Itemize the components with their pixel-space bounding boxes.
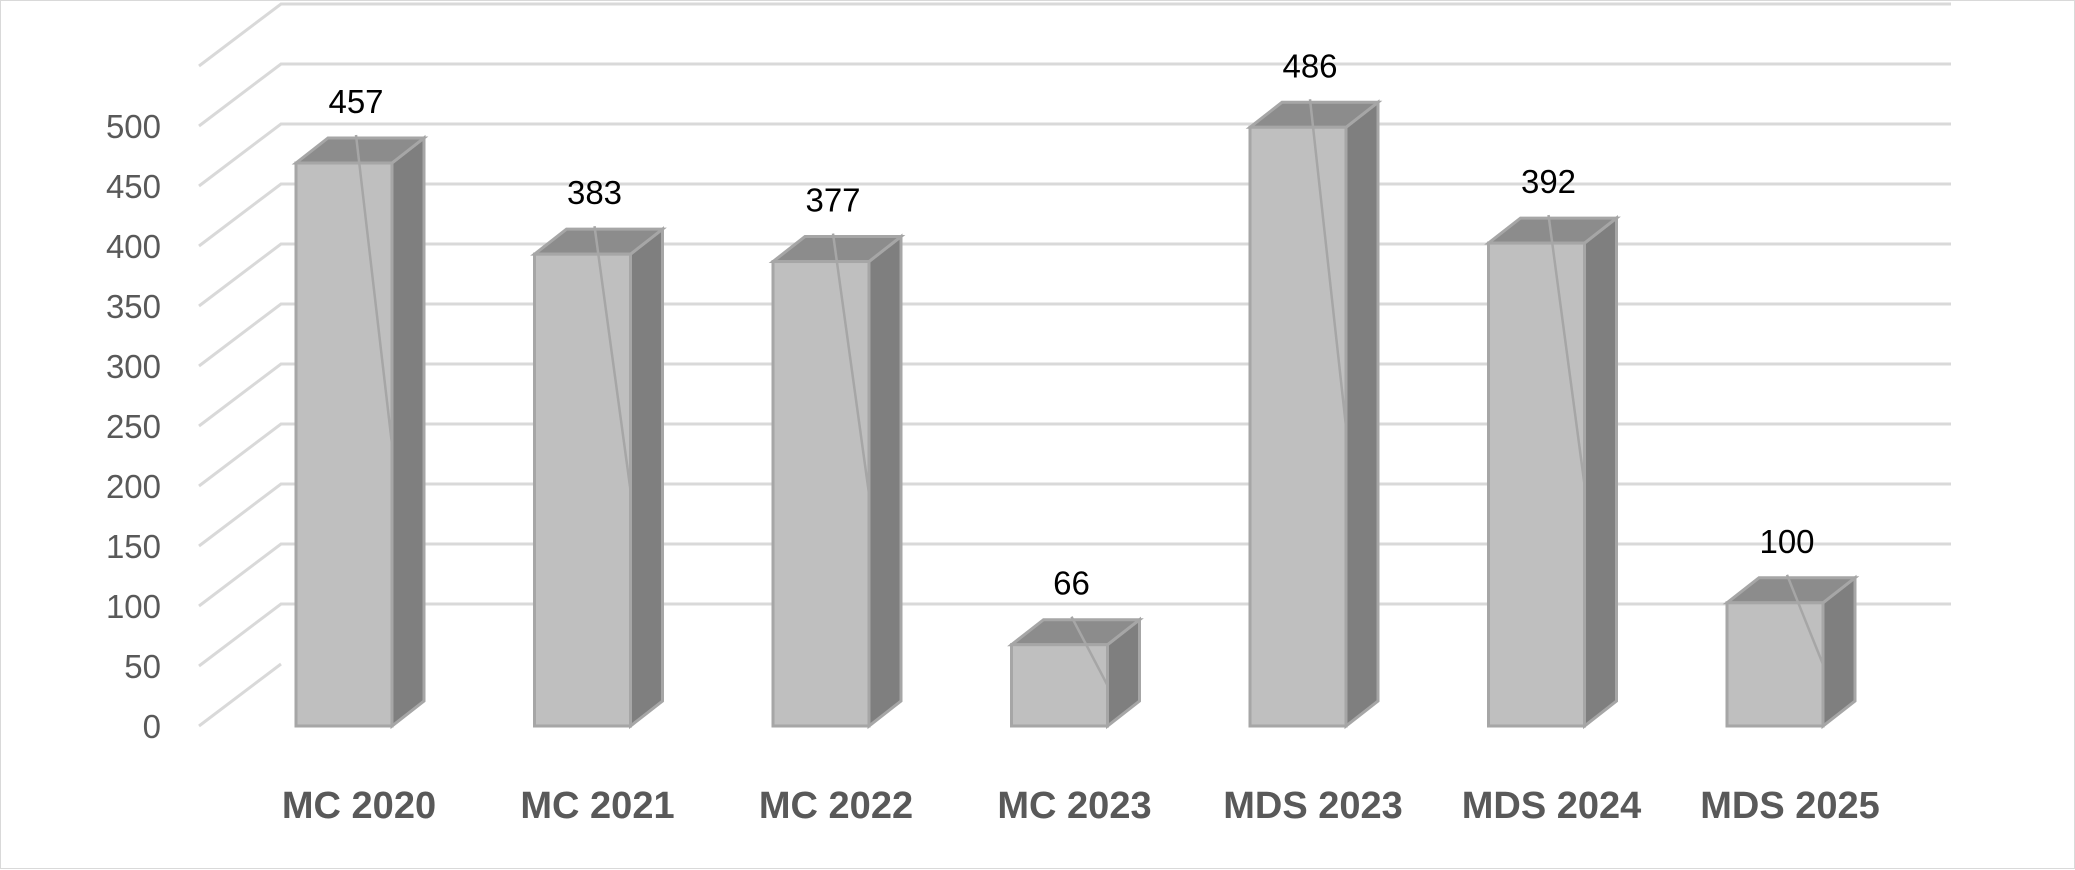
leader-line [1785, 574, 1825, 665]
y-tick-label: 300 [106, 348, 161, 385]
bar-front [1010, 643, 1109, 728]
bar-front [294, 161, 394, 728]
gridline [198, 182, 1951, 248]
bar-front [533, 252, 632, 728]
gridline [198, 242, 1951, 308]
y-axis-ticks: 0 50 100 150 200 250 300 350 400 450 500 [106, 108, 161, 745]
bar-side [629, 226, 664, 730]
category-label: MC 2021 [520, 785, 674, 827]
bar [1722, 574, 1860, 730]
leader-line [593, 225, 632, 491]
gridline [198, 542, 1951, 608]
bar-side [390, 134, 426, 730]
gridline [198, 2, 1951, 68]
data-label: 66 [1053, 565, 1090, 602]
data-label: 100 [1759, 523, 1814, 560]
bar-front [771, 260, 871, 728]
gridline [198, 482, 1951, 548]
gridline [198, 602, 1951, 668]
bar [1484, 215, 1621, 730]
y-tick-label: 50 [124, 648, 161, 685]
y-tick-label: 250 [106, 408, 161, 445]
gridline [198, 62, 1951, 128]
bars [291, 99, 1860, 730]
leader-line [831, 233, 871, 494]
y-tick-label: 150 [106, 528, 161, 565]
category-label: MDS 2024 [1462, 785, 1642, 827]
leader-line [354, 134, 394, 445]
bar [291, 134, 429, 730]
y-tick-label: 450 [106, 168, 161, 205]
y-tick-label: 100 [106, 588, 161, 625]
y-tick-label: 400 [106, 228, 161, 265]
data-label: 457 [328, 83, 383, 120]
gridline [198, 662, 282, 728]
category-label: MDS 2023 [1223, 785, 1403, 827]
y-tick-label: 200 [106, 468, 161, 505]
gridline [198, 302, 1951, 368]
category-label: MC 2020 [282, 785, 436, 827]
bar-side [1583, 215, 1618, 730]
bar [1007, 616, 1144, 730]
bar-front [1725, 601, 1825, 728]
category-label: MC 2022 [759, 785, 913, 827]
bar [530, 226, 667, 730]
bar [1245, 99, 1383, 730]
data-labels: 457 383 377 66 486 392 100 [328, 47, 1825, 686]
gridline [198, 422, 1951, 488]
data-label: 392 [1521, 163, 1576, 200]
bar [768, 233, 906, 730]
gridline [198, 122, 1951, 188]
gridline [198, 362, 1951, 428]
gridlines [198, 2, 1951, 728]
y-tick-label: 0 [143, 708, 161, 745]
bar-front [1487, 241, 1586, 728]
leader-line [1070, 616, 1109, 686]
category-label: MDS 2025 [1700, 785, 1880, 827]
bar-side [867, 233, 903, 730]
data-label: 486 [1282, 47, 1337, 84]
data-label: 377 [805, 182, 860, 219]
bar-front [1248, 125, 1348, 728]
category-label: MC 2023 [997, 785, 1151, 827]
data-label: 383 [567, 174, 622, 211]
y-tick-label: 500 [106, 108, 161, 145]
y-tick-label: 350 [106, 288, 161, 325]
leader-line [1547, 214, 1586, 485]
leader-line [1308, 99, 1348, 427]
bar-side [1344, 99, 1380, 730]
x-axis-categories: MC 2020 MC 2021 MC 2022 MC 2023 MDS 2023 MDS … [282, 785, 1880, 827]
